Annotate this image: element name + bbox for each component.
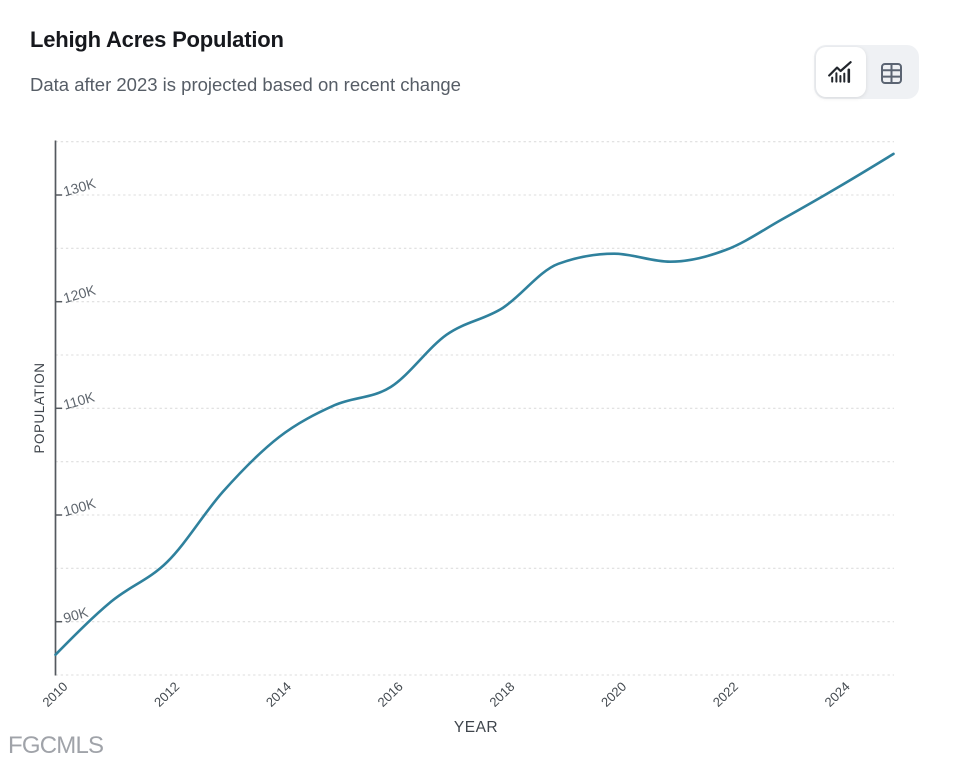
svg-text:130K: 130K	[61, 175, 97, 200]
svg-text:100K: 100K	[61, 495, 97, 520]
svg-text:2022: 2022	[710, 679, 741, 710]
svg-text:2014: 2014	[263, 679, 294, 710]
svg-text:YEAR: YEAR	[454, 719, 498, 736]
svg-text:2024: 2024	[822, 679, 853, 710]
svg-text:120K: 120K	[61, 282, 97, 307]
svg-text:POPULATION: POPULATION	[32, 362, 47, 453]
svg-text:90K: 90K	[61, 604, 90, 626]
svg-text:2018: 2018	[486, 679, 517, 710]
svg-text:2010: 2010	[39, 679, 70, 710]
svg-text:2012: 2012	[151, 679, 182, 710]
svg-text:2020: 2020	[598, 679, 629, 710]
svg-text:110K: 110K	[61, 388, 96, 412]
svg-text:2016: 2016	[375, 679, 406, 710]
